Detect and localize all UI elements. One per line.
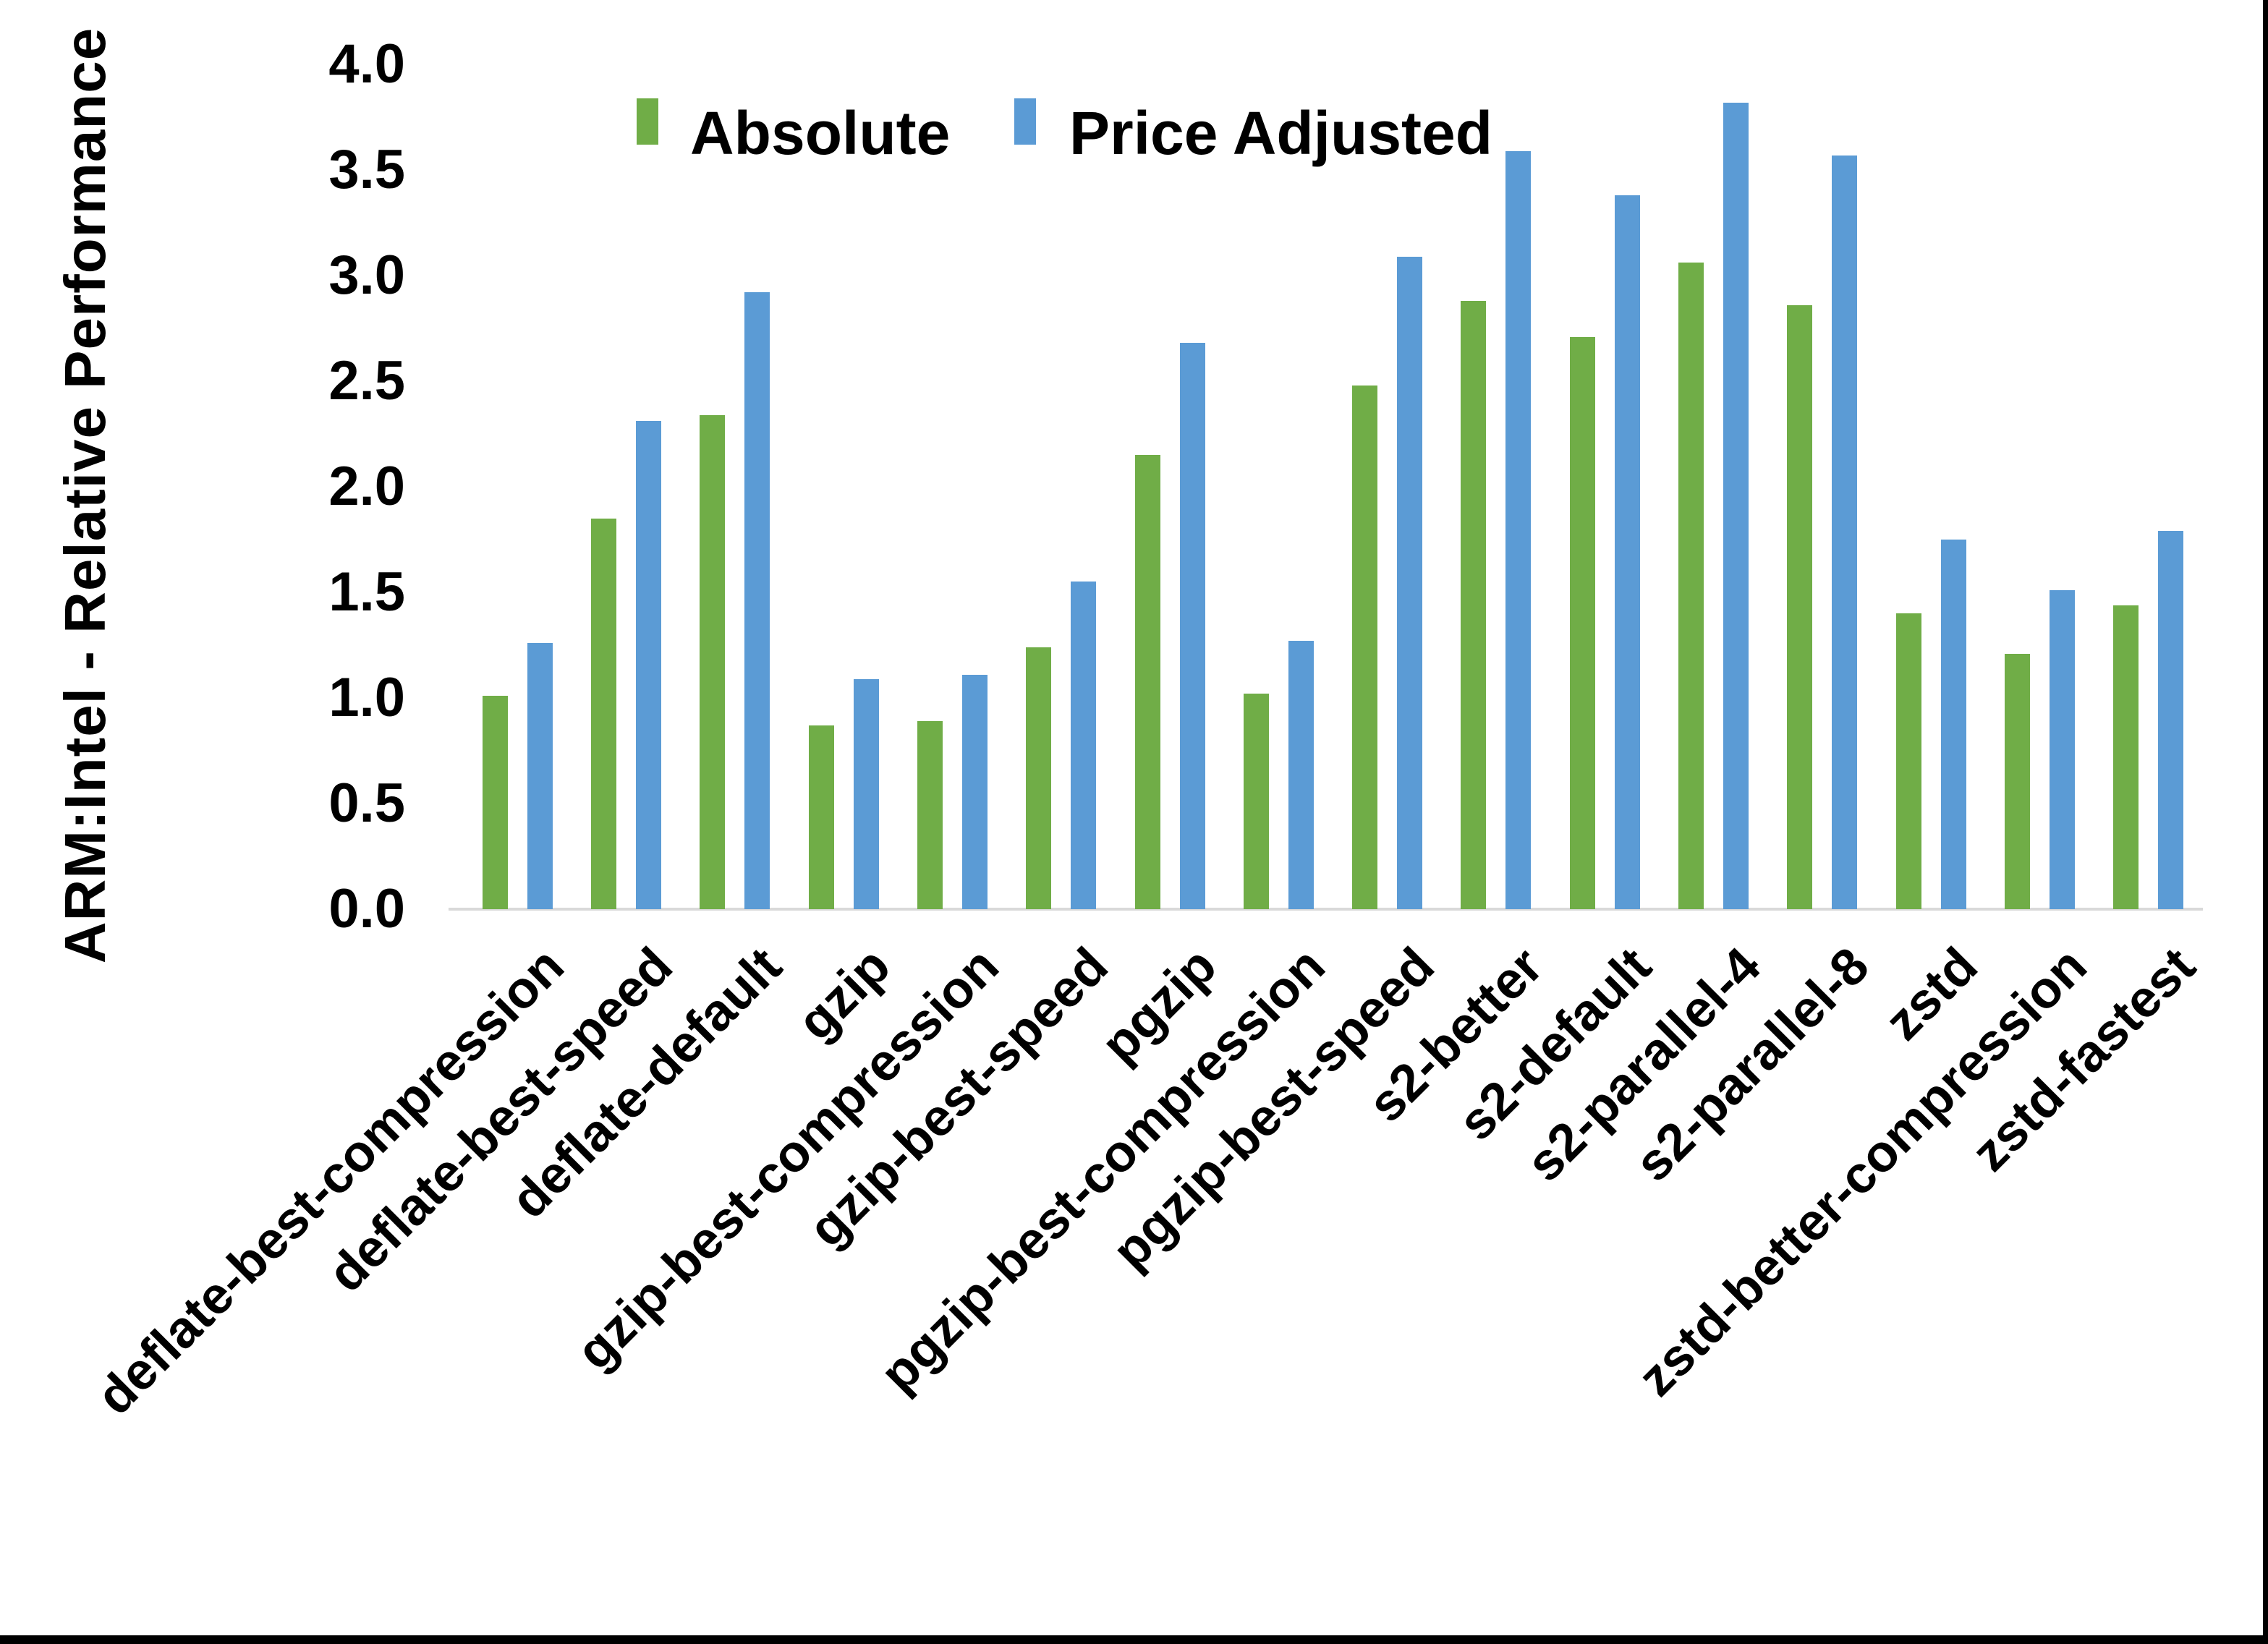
bar-absolute-deflate-best-compression [482,696,508,909]
legend-swatch-price-adjusted [1014,98,1036,145]
bar-absolute-pgzip-best-compression [1243,694,1269,909]
legend-label-absolute: Absolute [690,99,951,167]
bar-price-adjusted-deflate-best-compression [527,643,553,909]
bar-absolute-zstd [1895,613,1921,909]
bar-absolute-pgzip-best-speed [1352,385,1378,909]
bar-price-adjusted-gzip [853,678,879,909]
y-tick-label-1.5: 1.5 [328,561,405,623]
bar-price-adjusted-pgzip [1179,343,1205,909]
bar-absolute-gzip-best-compression [917,721,943,909]
bar-price-adjusted-pgzip-best-speed [1397,256,1423,909]
bar-price-adjusted-s2-default [1614,195,1640,909]
x-category-label-deflate-best-compression: deflate-best-compression [85,937,575,1426]
bar-price-adjusted-zstd-better-compression [2050,590,2076,909]
bar-absolute-gzip-best-speed [1026,647,1052,909]
bar-absolute-deflate-default [700,414,726,909]
bar-price-adjusted-zstd [1940,540,1966,909]
legend-label-price-adjusted: Price Adjusted [1069,99,1493,167]
bar-absolute-s2-default [1569,336,1595,909]
y-tick-label-4.0: 4.0 [328,33,405,95]
bar-price-adjusted-pgzip-best-compression [1288,641,1314,909]
y-tick-label-1.0: 1.0 [328,667,405,728]
bar-price-adjusted-gzip-best-compression [961,674,988,909]
bar-price-adjusted-deflate-best-speed [635,421,661,909]
x-axis-line [449,908,2203,911]
figure-right-border [2263,0,2268,1644]
bar-absolute-pgzip [1134,455,1160,909]
bar-price-adjusted-s2-parallel-8 [1832,155,1858,909]
y-tick-label-2.5: 2.5 [328,350,405,412]
bar-absolute-s2-parallel-8 [1787,304,1813,909]
y-tick-label-2.0: 2.0 [328,456,405,517]
bar-price-adjusted-s2-parallel-4 [1723,102,1749,909]
bar-price-adjusted-zstd-fastest [2158,531,2184,909]
bar-price-adjusted-gzip-best-speed [1071,582,1097,909]
bar-absolute-s2-better [1461,301,1487,909]
bar-absolute-zstd-fastest [2113,605,2139,909]
bar-absolute-zstd-better-compression [2005,653,2031,909]
figure-bottom-border [0,1635,2268,1644]
y-tick-label-0.0: 0.0 [328,878,405,940]
y-tick-label-0.5: 0.5 [328,772,405,834]
bar-absolute-s2-parallel-4 [1678,263,1704,909]
bar-absolute-gzip [808,725,834,909]
y-tick-label-3.0: 3.0 [328,244,405,306]
bar-price-adjusted-deflate-default [744,292,770,909]
y-tick-label-3.5: 3.5 [328,139,405,200]
bar-price-adjusted-s2-better [1505,150,1532,909]
bar-absolute-deflate-best-speed [590,518,616,909]
legend-swatch-absolute [637,98,658,145]
